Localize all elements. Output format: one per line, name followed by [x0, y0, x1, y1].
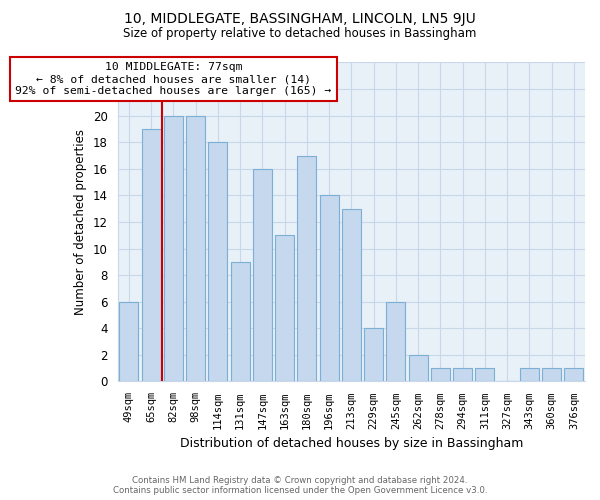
Bar — [542, 368, 561, 382]
Bar — [409, 355, 428, 382]
Bar — [475, 368, 494, 382]
X-axis label: Distribution of detached houses by size in Bassingham: Distribution of detached houses by size … — [179, 437, 523, 450]
Bar — [386, 302, 406, 382]
Text: 10 MIDDLEGATE: 77sqm
← 8% of detached houses are smaller (14)
92% of semi-detach: 10 MIDDLEGATE: 77sqm ← 8% of detached ho… — [15, 62, 332, 96]
Text: Size of property relative to detached houses in Bassingham: Size of property relative to detached ho… — [124, 28, 476, 40]
Bar — [253, 169, 272, 382]
Bar — [164, 116, 183, 382]
Bar — [275, 236, 294, 382]
Bar — [342, 208, 361, 382]
Bar — [208, 142, 227, 382]
Bar — [320, 196, 338, 382]
Bar — [142, 129, 161, 382]
Bar — [186, 116, 205, 382]
Bar — [520, 368, 539, 382]
Bar — [119, 302, 139, 382]
Bar — [565, 368, 583, 382]
Y-axis label: Number of detached properties: Number of detached properties — [74, 129, 88, 315]
Bar — [230, 262, 250, 382]
Text: Contains HM Land Registry data © Crown copyright and database right 2024.
Contai: Contains HM Land Registry data © Crown c… — [113, 476, 487, 495]
Text: 10, MIDDLEGATE, BASSINGHAM, LINCOLN, LN5 9JU: 10, MIDDLEGATE, BASSINGHAM, LINCOLN, LN5… — [124, 12, 476, 26]
Bar — [453, 368, 472, 382]
Bar — [298, 156, 316, 382]
Bar — [431, 368, 450, 382]
Bar — [364, 328, 383, 382]
